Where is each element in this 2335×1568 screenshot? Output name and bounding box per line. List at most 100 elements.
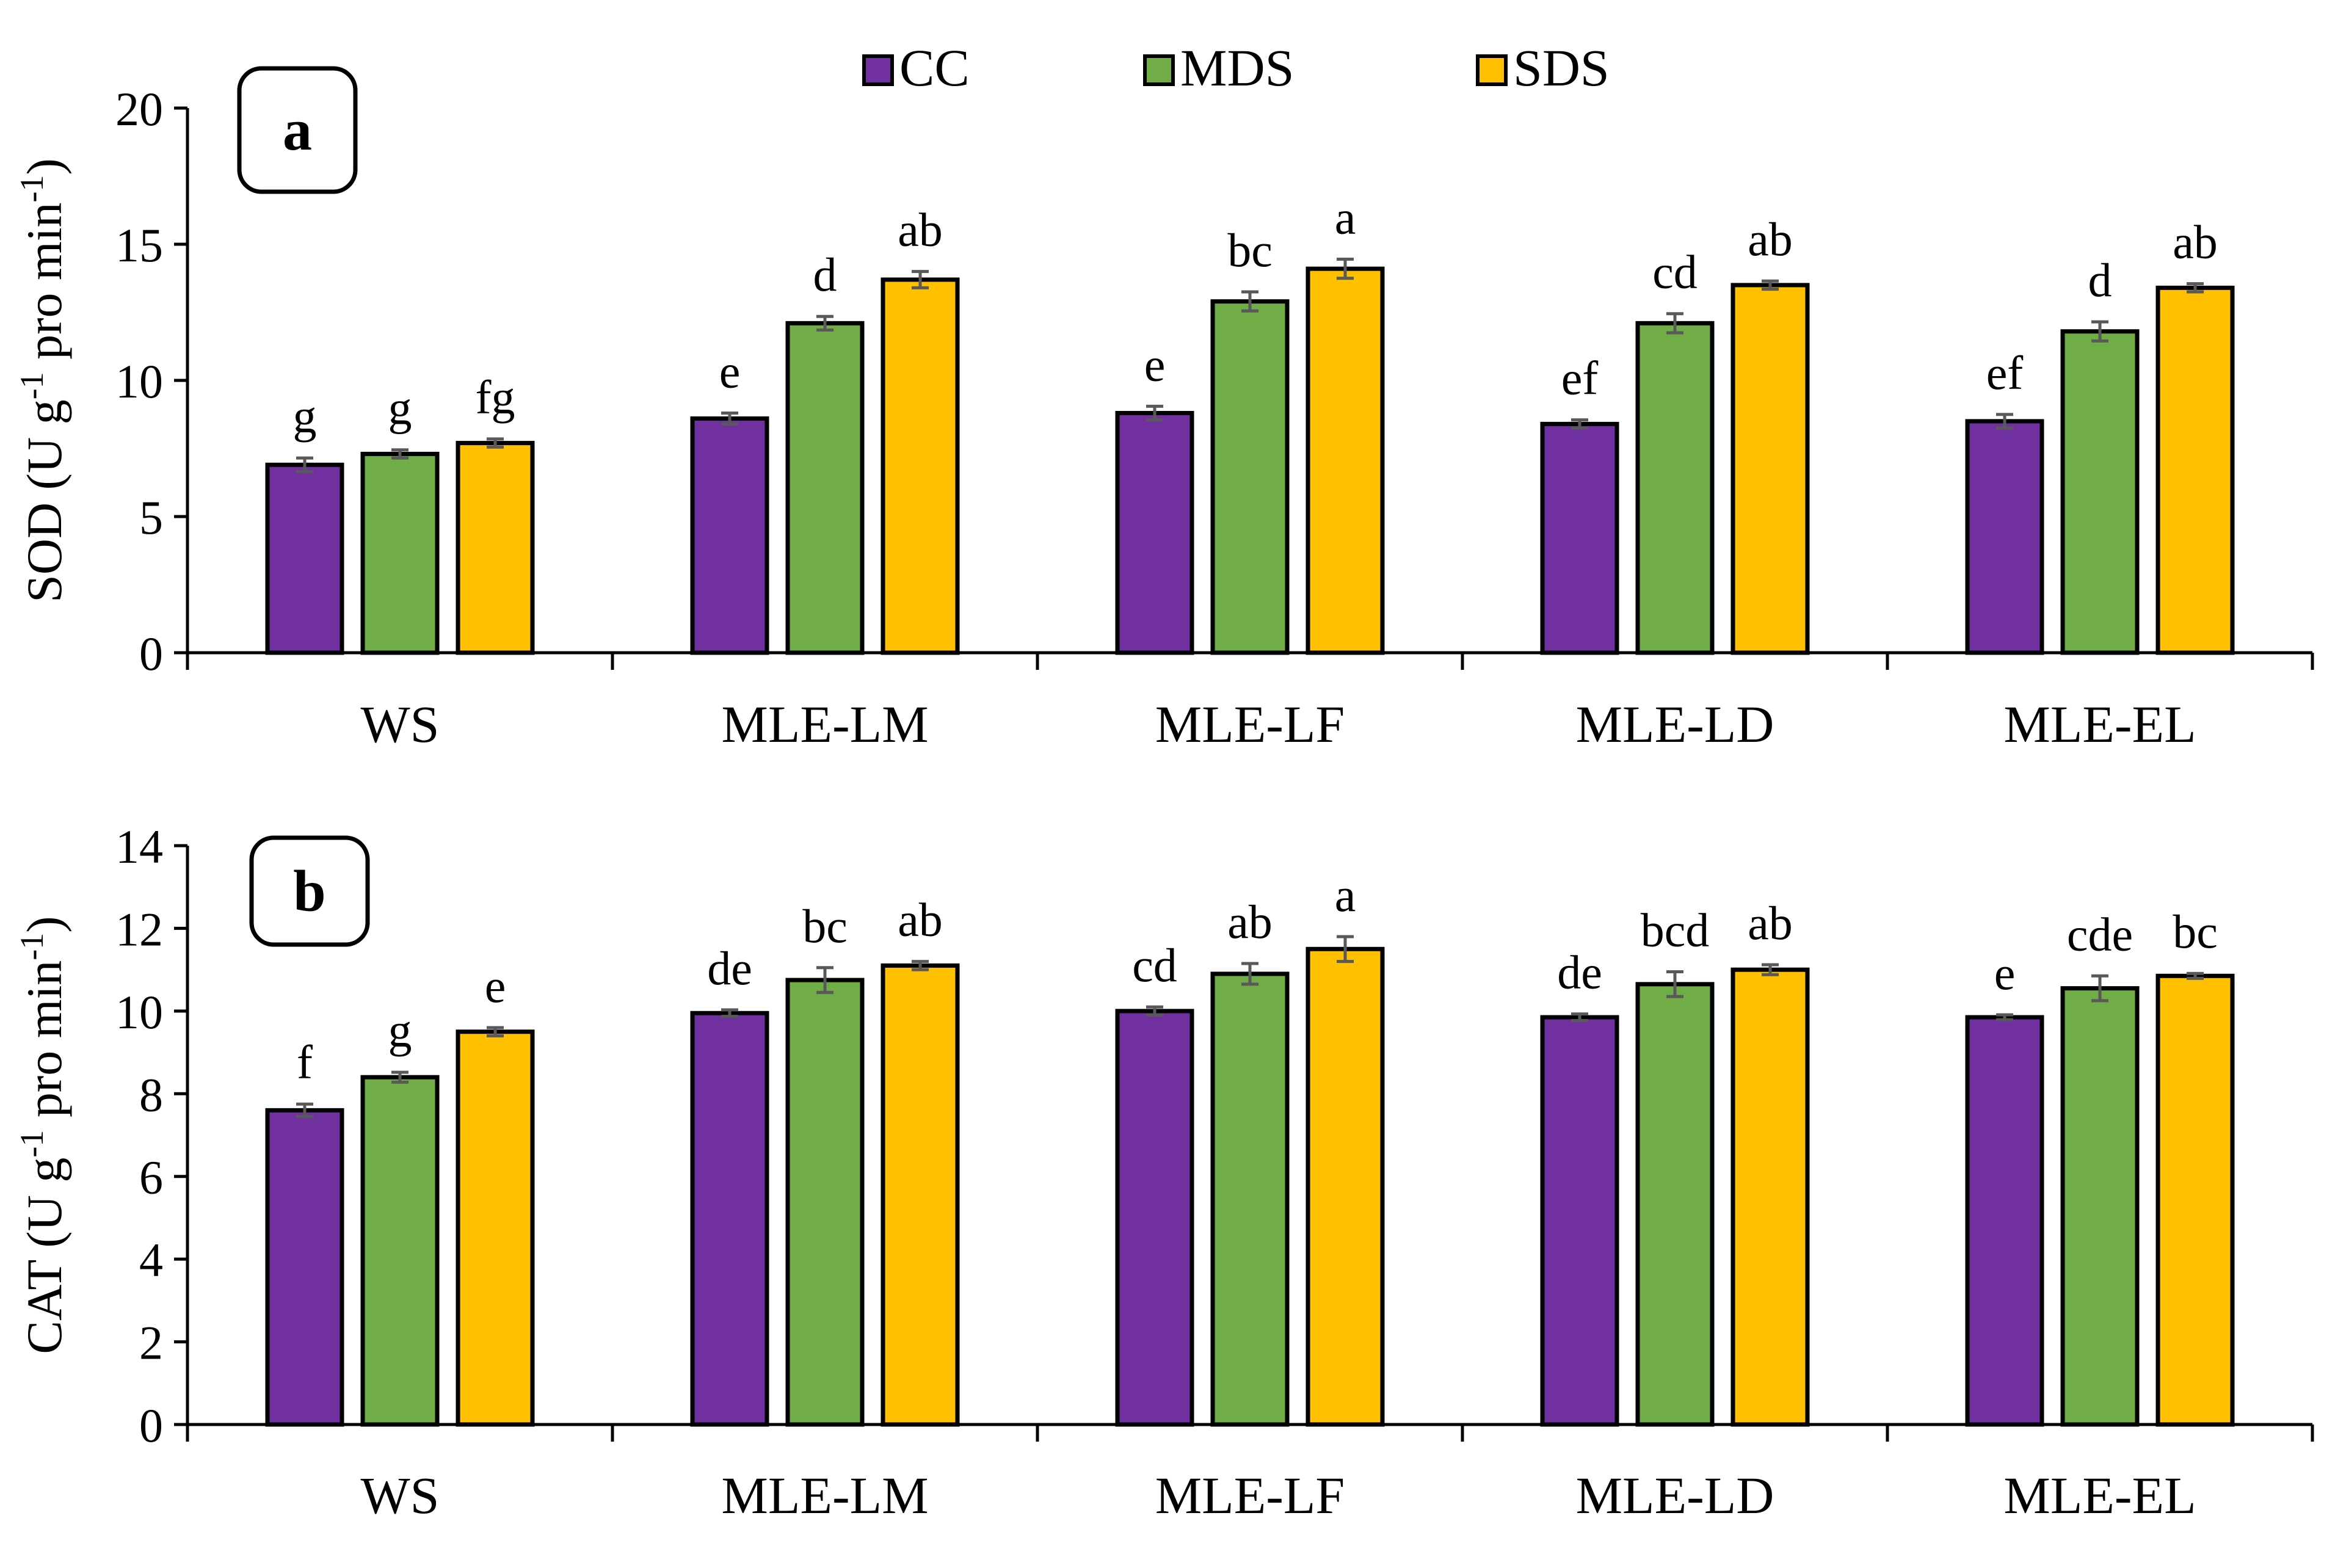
data-label: e (485, 959, 506, 1012)
x-category-label: MLE-LM (721, 695, 928, 753)
data-label: ab (1748, 896, 1793, 949)
bar-cc (265, 1108, 344, 1427)
y-axis-label-end: ) (16, 916, 72, 932)
bar-sds (1305, 946, 1385, 1427)
bar-cc (1965, 419, 2044, 655)
legend: CC MDS SDS (862, 38, 1610, 97)
data-label: ab (898, 203, 943, 256)
data-label: d (813, 248, 837, 301)
bar-mds (785, 978, 865, 1427)
data-label: a (1335, 868, 1356, 921)
data-label: ef (1986, 346, 2024, 399)
bar-mds (785, 321, 865, 655)
bar-mds (1210, 299, 1290, 655)
legend-label-cc: CC (899, 38, 970, 97)
x-category-label: WS (361, 1466, 440, 1525)
bar-mds (1635, 982, 1715, 1427)
panel-a: 0 5 10 15 20 WS g g fg MLE-LM e d ab MLE-LF e bc a MLE-LD… (13, 66, 2314, 753)
data-label: e (719, 345, 741, 398)
bar-sds (1305, 266, 1385, 655)
x-category-label: WS (361, 695, 440, 753)
data-label: bcd (1641, 904, 1710, 957)
data-label: cde (2067, 907, 2133, 960)
y-axis-label-mid: pro min (16, 960, 72, 1130)
y-axis-label-main: CAT (U g (16, 1158, 72, 1354)
data-label: g (388, 1004, 412, 1057)
data-label: f (297, 1036, 313, 1089)
bar-sds (2155, 973, 2235, 1427)
y-tick-label: 2 (139, 1316, 163, 1370)
x-category-label: MLE-LM (721, 1466, 928, 1525)
bar-cc (1965, 1015, 2044, 1427)
data-label: cd (1132, 938, 1177, 992)
data-label: g (388, 382, 412, 435)
bar-cc (265, 462, 344, 655)
legend-swatch-mds (1143, 54, 1175, 86)
bar-cc (690, 416, 769, 655)
data-label: a (1335, 191, 1356, 244)
y-tick-label: 20 (115, 82, 163, 136)
legend-label-sds: SDS (1513, 38, 1610, 97)
bar-cc (1540, 421, 1619, 655)
x-category-label: MLE-EL (2003, 695, 2196, 753)
data-label: g (293, 390, 317, 443)
bar-mds (360, 1075, 440, 1427)
bar-sds (1730, 967, 1810, 1427)
x-category-label: MLE-LD (1576, 695, 1774, 753)
legend-swatch-cc (862, 54, 894, 86)
data-label: ab (2173, 216, 2218, 269)
panel-label: a (283, 97, 312, 162)
bar-mds (360, 451, 440, 655)
bar-sds (456, 1029, 535, 1427)
bar-cc (1115, 1009, 1194, 1427)
y-tick-label: 6 (139, 1151, 163, 1204)
bar-mds (2060, 329, 2140, 655)
data-label: ab (898, 893, 943, 946)
data-label: e (1994, 946, 2016, 1000)
y-tick-label: 12 (115, 902, 163, 956)
bar-sds (1730, 283, 1810, 655)
y-tick-label: 8 (139, 1068, 163, 1121)
bar-mds (2060, 986, 2140, 1427)
y-axis-label-main: SOD (U g (16, 399, 72, 603)
y-axis-label-end: ) (16, 158, 72, 175)
bar-sds (2155, 285, 2235, 655)
data-label: fg (476, 371, 515, 424)
y-tick-label: 5 (139, 491, 163, 544)
y-axis-label-mid: pro min (16, 202, 72, 372)
y-tick-label: 10 (115, 355, 163, 408)
y-tick-label: 0 (139, 1399, 163, 1452)
bar-sds (881, 277, 960, 655)
data-label: ab (1748, 212, 1793, 266)
y-axis-label-sup: -1 (13, 1130, 50, 1158)
panel-label-box (237, 66, 358, 194)
y-axis-label-sup: -1 (13, 175, 50, 202)
panel-label: b (293, 858, 325, 924)
y-tick-label: 14 (115, 820, 163, 873)
data-label: de (707, 942, 752, 995)
bar-cc (690, 1011, 769, 1427)
y-axis-label: SOD (U g-1 pro min-1) (13, 158, 72, 603)
y-axis-label-sup: -1 (13, 372, 50, 399)
y-tick-label: 15 (115, 219, 163, 272)
y-tick-label: 4 (139, 1233, 163, 1287)
data-label: bc (2173, 905, 2218, 958)
data-label: de (1557, 946, 1602, 999)
y-axis-label-sup: -1 (13, 933, 50, 960)
data-label: bc (1227, 223, 1273, 277)
data-label: cd (1652, 245, 1698, 299)
data-label: d (2088, 253, 2112, 307)
x-category-label: MLE-LF (1155, 1466, 1345, 1525)
x-category-label: MLE-LD (1576, 1466, 1774, 1525)
data-label: ab (1227, 895, 1273, 948)
data-label: bc (802, 899, 848, 953)
data-label: ef (1561, 352, 1599, 405)
legend-label-mds: MDS (1180, 38, 1294, 97)
bar-sds (456, 441, 535, 655)
x-category-label: MLE-EL (2003, 1466, 2196, 1525)
legend-swatch-sds (1476, 54, 1508, 86)
y-tick-label: 10 (115, 985, 163, 1039)
y-axis-label: CAT (U g-1 pro min-1) (13, 916, 72, 1354)
